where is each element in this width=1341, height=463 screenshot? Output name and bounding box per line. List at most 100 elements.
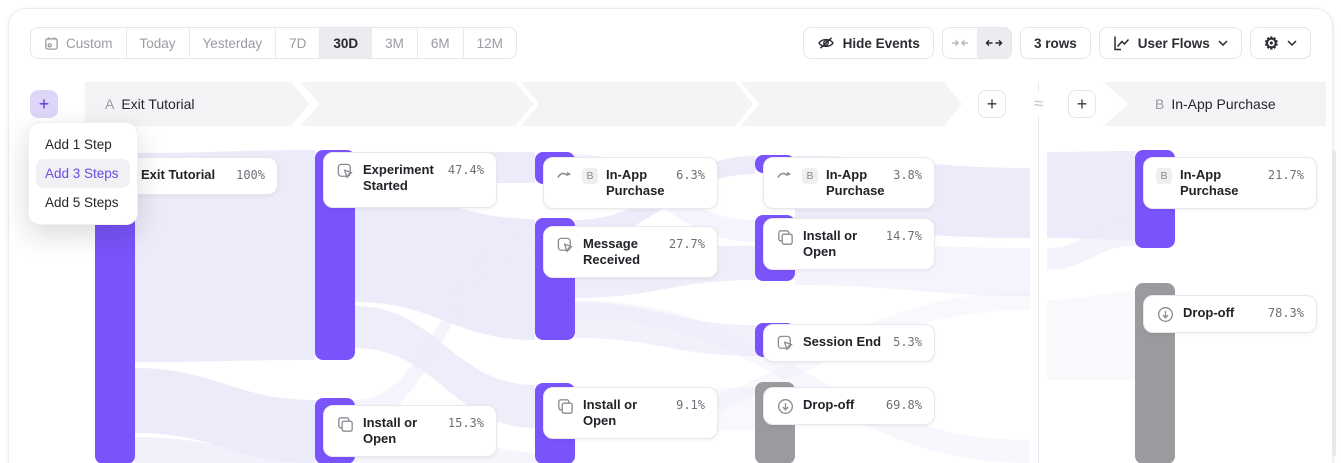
expand-columns-button[interactable] — [976, 28, 1011, 58]
date-range-30d[interactable]: 30D — [320, 28, 373, 58]
node-percent: 6.3% — [676, 168, 705, 182]
flow-node-in-app-purchase-3[interactable]: B In-App Purchase 21.7% — [1143, 157, 1317, 209]
end-event-label: B In-App Purchase — [1155, 82, 1276, 126]
flow-node-experiment-started[interactable]: Experiment Started 47.4% — [323, 152, 497, 208]
date-range-3m[interactable]: 3M — [372, 28, 418, 58]
node-percent: 5.3% — [893, 335, 922, 349]
start-event-label: A Exit Tutorial — [105, 82, 194, 126]
add-step-start-button[interactable]: + — [30, 90, 58, 118]
flow-node-in-app-purchase-1[interactable]: B In-App Purchase 6.3% — [543, 157, 718, 209]
end-event-letter: B — [1155, 96, 1165, 112]
flow-node-exit-tutorial[interactable]: Exit Tutorial 100% — [128, 157, 278, 195]
date-range-6m[interactable]: 6M — [418, 28, 464, 58]
rows-button[interactable]: 3 rows — [1019, 27, 1091, 59]
menu-item-add-5-steps[interactable]: Add 5 Steps — [45, 195, 119, 210]
eye-slash-icon — [817, 35, 835, 51]
chevron-down-icon — [1287, 40, 1297, 46]
date-range-12m[interactable]: 12M — [476, 35, 503, 51]
click-icon — [556, 236, 575, 255]
step-banner-a[interactable] — [85, 82, 309, 126]
arrows-inward-icon — [951, 37, 969, 49]
node-percent: 14.7% — [885, 229, 922, 243]
collapse-columns-button[interactable] — [942, 28, 977, 58]
node-label: Exit Tutorial — [141, 167, 216, 182]
view-selector-button[interactable]: User Flows — [1098, 27, 1242, 59]
end-event-name: In-App Purchase — [1171, 96, 1276, 112]
panel-divider — [1038, 82, 1039, 463]
view-selector-label: User Flows — [1137, 35, 1210, 51]
vertical-scrollbar[interactable] — [1332, 150, 1336, 456]
swoosh-icon — [556, 167, 574, 181]
flow-node-drop-off-1[interactable]: Drop-off 69.8% — [763, 387, 935, 425]
node-percent: 100% — [236, 168, 265, 182]
node-percent: 21.7% — [1267, 168, 1304, 182]
click-icon — [776, 334, 795, 353]
toolbar-right: Hide Events — [802, 27, 1311, 59]
node-label: Drop-off — [803, 397, 855, 412]
date-range-custom[interactable]: Custom — [31, 28, 127, 58]
step-banner-4[interactable] — [741, 82, 962, 126]
cohort-badge: B — [582, 168, 598, 184]
flow-node-install-or-open-3[interactable]: Install or Open 14.7% — [763, 218, 935, 270]
start-event-letter: A — [105, 96, 115, 112]
cohort-badge: B — [802, 168, 818, 184]
gear-icon: ⚙ — [1263, 33, 1279, 53]
node-percent: 69.8% — [885, 398, 922, 412]
node-label: Install or Open — [803, 228, 858, 260]
date-range-today[interactable]: Today — [127, 28, 190, 58]
node-percent: 3.8% — [893, 168, 922, 182]
flow-node-install-or-open-1[interactable]: Install or Open 15.3% — [323, 405, 497, 457]
date-range-7d[interactable]: 7D — [276, 28, 321, 58]
flow-node-drop-off-2[interactable]: Drop-off 78.3% — [1143, 295, 1317, 333]
node-label: Install or Open — [583, 397, 638, 429]
date-range-picker: Custom Today Yesterday 7D 30D 3M 6M 12M — [30, 27, 517, 59]
node-percent: 78.3% — [1267, 306, 1304, 320]
add-step-right-button[interactable]: + — [1068, 90, 1096, 118]
cohort-badge: B — [1156, 168, 1172, 184]
node-percent: 15.3% — [447, 416, 484, 430]
node-label: In-App Purchase — [826, 167, 885, 199]
date-range-yesterday[interactable]: Yesterday — [190, 28, 277, 58]
dropoff-icon — [776, 397, 795, 416]
swoosh-icon — [776, 167, 794, 181]
node-label: In-App Purchase — [606, 167, 665, 199]
node-label: Experiment Started — [363, 162, 434, 194]
menu-item-add-1-step[interactable]: Add 1 Step — [45, 137, 112, 152]
node-label: Install or Open — [363, 415, 418, 447]
flow-node-in-app-purchase-2[interactable]: B In-App Purchase 3.8% — [763, 157, 935, 209]
copy-icon — [336, 415, 355, 434]
copy-icon — [556, 397, 575, 416]
hide-events-button[interactable]: Hide Events — [802, 27, 934, 59]
node-percent: 9.1% — [676, 398, 705, 412]
calendar-icon — [44, 36, 59, 51]
node-label: Session End — [803, 334, 882, 349]
dropoff-icon — [1156, 305, 1175, 324]
toolbar: Custom Today Yesterday 7D 30D 3M 6M 12M … — [30, 27, 1311, 59]
flow-header: + A Exit Tutorial + + B In-App Purchase — [0, 82, 1341, 126]
node-label: In-App Purchase — [1180, 167, 1239, 199]
start-event-name: Exit Tutorial — [121, 96, 195, 112]
menu-item-add-3-steps[interactable]: Add 3 Steps — [36, 159, 130, 188]
end-step-banner[interactable] — [1103, 82, 1326, 126]
flow-node-install-or-open-2[interactable]: Install or Open 9.1% — [543, 387, 718, 439]
node-percent: 47.4% — [447, 163, 484, 177]
settings-button[interactable]: ⚙ — [1249, 27, 1311, 59]
node-label: Message Received — [583, 236, 641, 268]
collapse-expand-toggle — [941, 27, 1012, 59]
copy-icon — [776, 228, 795, 247]
node-percent: 27.7% — [668, 237, 705, 251]
flow-chart-icon — [1113, 35, 1130, 51]
arrows-outward-icon — [985, 37, 1003, 49]
rows-label: 3 rows — [1033, 35, 1077, 51]
hide-events-label: Hide Events — [842, 35, 920, 51]
flow-node-message-received[interactable]: Message Received 27.7% — [543, 226, 718, 278]
node-label: Drop-off — [1183, 305, 1235, 320]
flow-node-session-end[interactable]: Session End 5.3% — [763, 324, 935, 362]
date-range-label: Custom — [66, 35, 113, 51]
chevron-down-icon — [1218, 40, 1228, 46]
click-icon — [336, 162, 355, 181]
add-step-left-button[interactable]: + — [978, 90, 1006, 118]
step-banner-3[interactable] — [521, 82, 753, 126]
step-banner-2[interactable] — [301, 82, 533, 126]
